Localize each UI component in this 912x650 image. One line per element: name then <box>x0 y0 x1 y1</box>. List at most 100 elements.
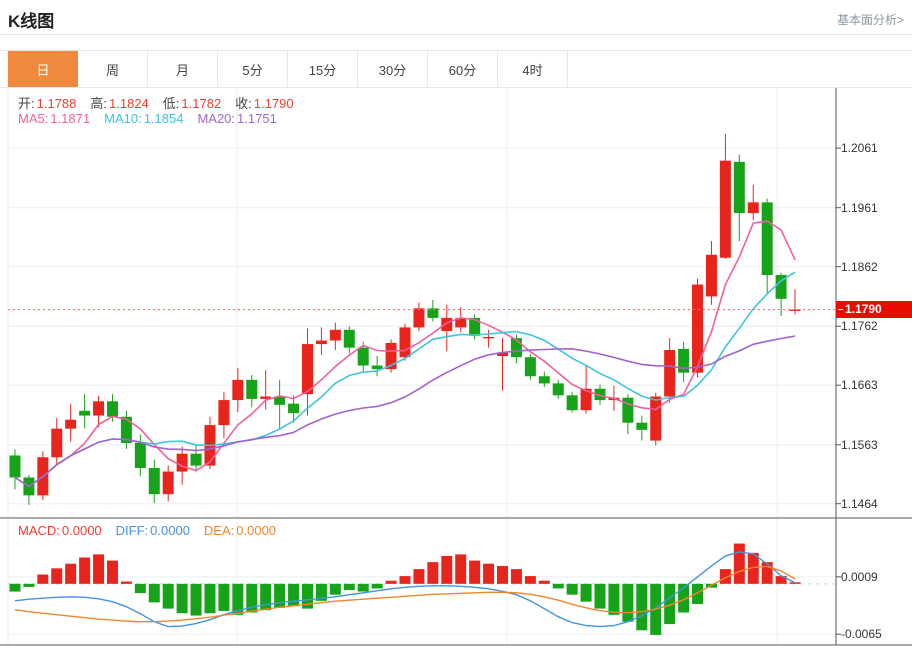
candle[interactable] <box>357 347 369 366</box>
macd-hist-bar <box>483 563 495 584</box>
macd-hist-bar <box>664 583 676 625</box>
price-tick-label: 1.2061 <box>841 141 878 156</box>
candle[interactable] <box>106 401 118 417</box>
tab-15分[interactable]: 15分 <box>288 51 358 87</box>
macd-hist-bar <box>441 555 453 584</box>
candle[interactable] <box>692 284 704 373</box>
ma-legend-item: MA10: 1.1854 <box>104 111 184 126</box>
candle[interactable] <box>469 317 481 336</box>
candle[interactable] <box>315 340 327 345</box>
macd-hist-bar <box>789 582 801 584</box>
ma10-line <box>14 271 796 488</box>
macd-legend: MACD: 0.0000 DIFF: 0.0000 DEA: 0.0000 <box>18 523 276 538</box>
candle[interactable] <box>594 388 606 401</box>
chart-plot-area[interactable] <box>8 88 836 645</box>
macd-tick-label: 0.0009 <box>841 569 878 584</box>
candle[interactable] <box>51 428 63 458</box>
fundamental-analysis-link[interactable]: 基本面分析> <box>836 13 904 27</box>
candle[interactable] <box>246 379 258 399</box>
ohlc-legend-item: 收: 1.1790 <box>235 96 294 111</box>
macd-hist-bar <box>23 583 35 587</box>
tab-5分[interactable]: 5分 <box>218 51 288 87</box>
macd-hist-bar <box>93 554 105 584</box>
macd-hist-bar <box>79 557 91 584</box>
candle[interactable] <box>343 329 355 348</box>
candle[interactable] <box>329 329 341 341</box>
candle[interactable] <box>232 379 244 401</box>
candle[interactable] <box>566 395 578 411</box>
candle[interactable] <box>148 467 160 495</box>
candle[interactable] <box>162 471 174 495</box>
macd-hist-bar <box>469 560 481 584</box>
macd-hist-bar <box>510 569 522 584</box>
candle[interactable] <box>65 419 77 429</box>
candle[interactable] <box>134 442 146 468</box>
candle[interactable] <box>636 422 648 430</box>
candle[interactable] <box>79 410 91 416</box>
macd-hist-bar <box>176 583 188 614</box>
interval-tab-bar: 日周月 5分 15分 30分 60分 4时 <box>0 50 912 88</box>
tab-周[interactable]: 周 <box>78 51 148 87</box>
macd-hist-bar <box>246 583 258 613</box>
candle[interactable] <box>664 350 676 397</box>
candle[interactable] <box>176 453 188 472</box>
ohlc-legend: 开: 1.1788 高: 1.1824 低: 1.1782 收: 1.1790 <box>18 93 294 112</box>
macd-hist-bar <box>580 583 592 602</box>
candle[interactable] <box>538 376 550 384</box>
candle[interactable] <box>650 396 662 441</box>
macd-hist-bar <box>218 583 230 611</box>
candle[interactable] <box>93 401 105 416</box>
candle[interactable] <box>719 160 731 258</box>
candle[interactable] <box>260 396 272 399</box>
candle[interactable] <box>524 357 536 377</box>
candle[interactable] <box>441 317 453 331</box>
macd-hist-bar <box>497 566 509 584</box>
macd-hist-bar <box>288 583 300 607</box>
candle[interactable] <box>371 365 383 370</box>
candle[interactable] <box>274 396 286 405</box>
candle[interactable] <box>218 400 230 426</box>
macd-hist-bar <box>566 583 578 595</box>
macd-hist-bar <box>733 543 745 584</box>
macd-hist-bar <box>524 576 536 584</box>
candle[interactable] <box>399 327 411 358</box>
candle[interactable] <box>190 453 202 466</box>
candle[interactable] <box>622 397 634 423</box>
candle[interactable] <box>705 254 717 297</box>
candle[interactable] <box>789 309 801 311</box>
price-tick-label: 1.1563 <box>841 437 878 452</box>
macd-hist-bar <box>120 581 132 584</box>
candle[interactable] <box>510 338 522 358</box>
candle[interactable] <box>455 317 467 328</box>
tab-30分[interactable]: 30分 <box>358 51 428 87</box>
candle[interactable] <box>427 308 439 318</box>
candle[interactable] <box>288 403 300 414</box>
macd-hist-bar <box>106 560 118 584</box>
ohlc-legend-item: 高: 1.1824 <box>90 96 149 111</box>
candle[interactable] <box>301 344 313 395</box>
ohlc-legend-item: 开: 1.1788 <box>18 96 77 111</box>
candle[interactable] <box>580 388 592 411</box>
macd-legend-item: MACD: 0.0000 <box>18 523 102 538</box>
candle[interactable] <box>761 202 773 276</box>
candle[interactable] <box>413 308 425 328</box>
tab-4时[interactable]: 4时 <box>498 51 568 87</box>
candle[interactable] <box>775 275 787 299</box>
candle[interactable] <box>733 161 745 214</box>
macd-hist-bar <box>399 576 411 584</box>
candle[interactable] <box>552 383 564 396</box>
tab-60分[interactable]: 60分 <box>428 51 498 87</box>
tab-日[interactable]: 日 <box>8 51 78 87</box>
macd-hist-bar <box>51 568 63 584</box>
candle[interactable] <box>678 348 690 373</box>
candle[interactable] <box>483 336 495 339</box>
candle[interactable] <box>497 352 509 357</box>
candle[interactable] <box>747 202 759 214</box>
tab-月[interactable]: 月 <box>148 51 218 87</box>
candle[interactable] <box>9 455 21 478</box>
candle[interactable] <box>120 416 132 443</box>
candle[interactable] <box>385 342 397 370</box>
macd-hist-bar <box>232 583 244 615</box>
